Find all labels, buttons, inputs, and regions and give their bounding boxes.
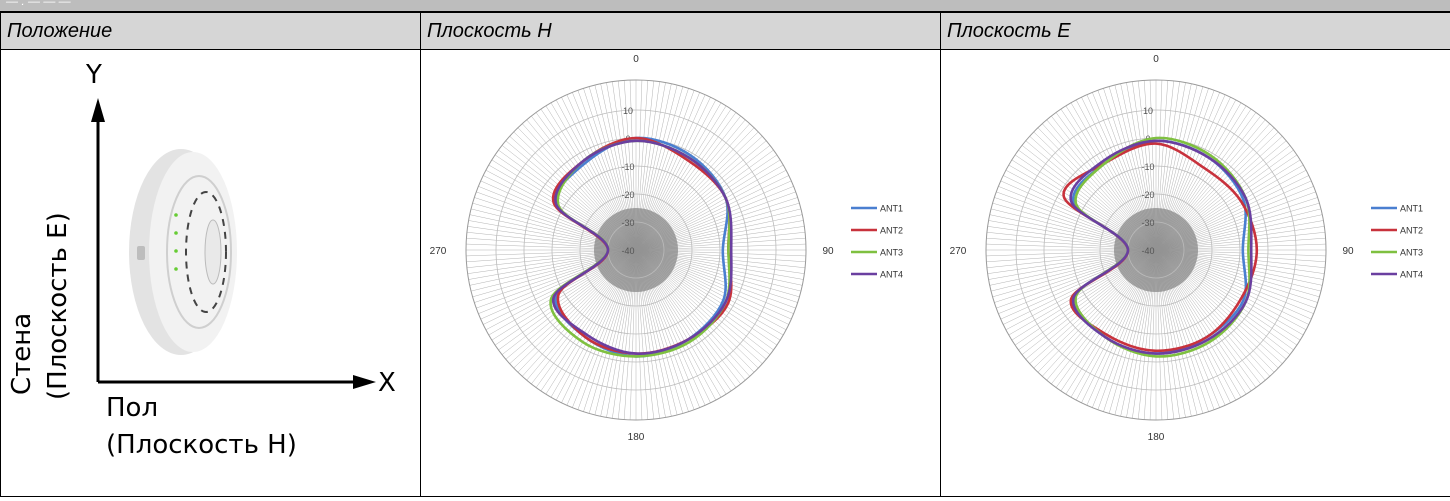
access-point-image [129,149,237,355]
header-e-plane: Плоскость E [941,13,1450,50]
radial-tick-label: 10 [1143,106,1153,116]
wall-label: Стена [7,313,37,395]
position-panel: Y X Стена (Плоскость E) Пол (Плоскость H… [1,50,420,496]
legend-label-ant1: ANT1 [1400,204,1423,214]
radial-tick-label: -10 [1141,162,1154,172]
legend-label-ant2: ANT2 [880,226,903,236]
x-axis-label: X [378,368,396,398]
top-bar: — . — — — [0,0,1450,12]
radial-tick-label: 10 [623,106,633,116]
angle-label-90: 90 [1342,246,1354,257]
angle-label-90: 90 [822,246,834,257]
radial-tick-label: -40 [621,246,634,256]
y-axis-label: Y [86,60,102,90]
radial-tick-label: -10 [621,162,634,172]
radial-tick-label: -20 [621,190,634,200]
y-axis-arrow [91,98,105,122]
legend-label-ant3: ANT3 [880,248,903,258]
angle-label-0: 0 [1153,54,1159,65]
x-axis-arrow [353,375,376,389]
angle-label-270: 270 [950,246,967,257]
angle-label-180: 180 [628,432,645,443]
legend-label-ant2: ANT2 [1400,226,1423,236]
radial-tick-label: -40 [1141,246,1154,256]
legend-label-ant1: ANT1 [880,204,903,214]
floor-sublabel: (Плоскость H) [106,430,297,460]
angle-label-180: 180 [1148,432,1165,443]
angle-label-0: 0 [633,54,639,65]
wall-sublabel: (Плоскость E) [43,212,73,400]
radial-tick-label: -20 [1141,190,1154,200]
legend-label-ant3: ANT3 [1400,248,1423,258]
legend-label-ant4: ANT4 [1400,270,1423,280]
radial-tick-label: -30 [1141,218,1154,228]
antenna-pattern-table: Положение Плоскость H Плоскость E [0,12,1450,497]
top-bar-text: — . — — — [6,0,71,8]
radial-tick-label: -30 [621,218,634,228]
angle-label-270: 270 [430,246,447,257]
floor-label: Пол [106,393,158,423]
polar-center [594,208,678,292]
legend-label-ant4: ANT4 [880,270,903,280]
header-h-plane: Плоскость H [421,13,941,50]
header-position: Положение [1,13,421,50]
polar-center [1114,208,1198,292]
